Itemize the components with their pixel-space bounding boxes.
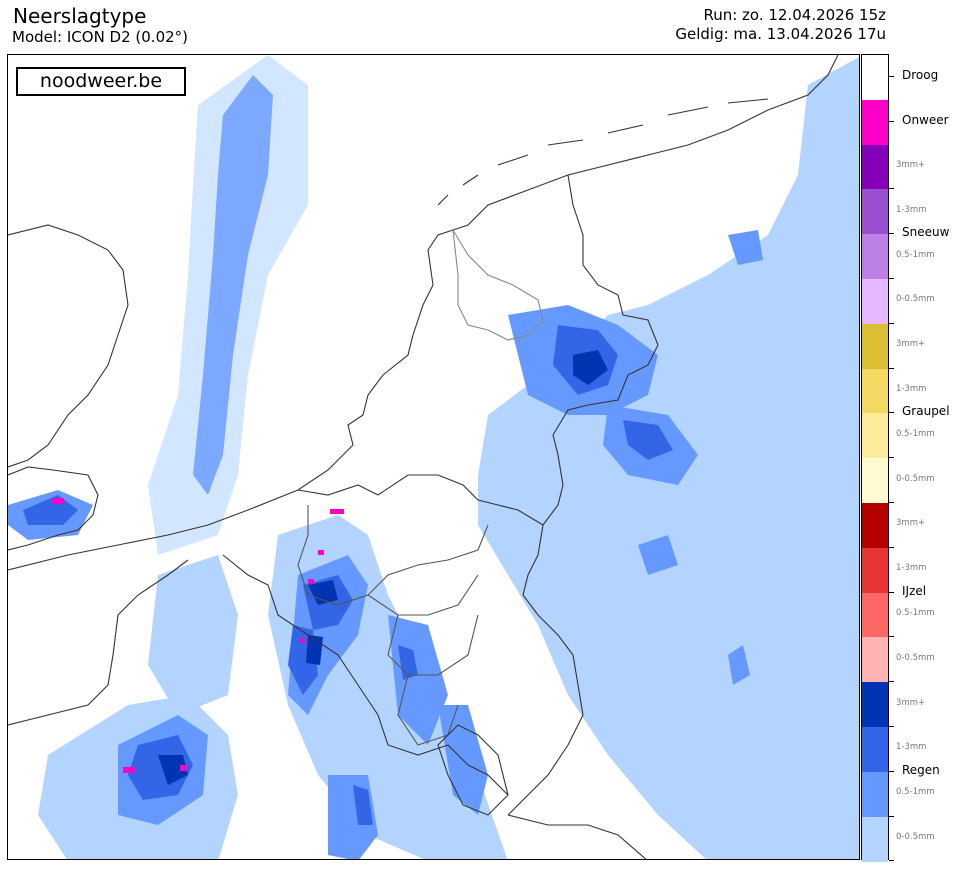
thunder-cell [180, 765, 187, 771]
be-fr-border [222, 554, 509, 796]
chart-title: Neerslagtype [13, 4, 147, 28]
thunder-cell [52, 498, 64, 504]
precipitation-map: noodweer.be [7, 54, 860, 860]
legend-sublabel: 0.5-1mm [896, 787, 935, 798]
brand-logo: noodweer.be [16, 67, 186, 96]
legend-tick [889, 76, 894, 78]
map-canvas [8, 55, 859, 859]
legend-tick [889, 681, 894, 683]
england-coastline [8, 224, 129, 468]
model-label: Model: ICON D2 (0.02°) [12, 28, 189, 46]
legend-sublabel: 3mm+ [896, 697, 926, 708]
legend-swatch-regen [862, 816, 888, 862]
legend-swatch-ijzel [862, 547, 888, 594]
legend-sublabel: 0-0.5mm [896, 294, 935, 305]
legend-swatch-regen [862, 682, 888, 728]
legend-sublabel: 0.5-1mm [896, 608, 935, 618]
legend-swatch-graupel [862, 413, 888, 459]
legend-swatch-graupel [862, 323, 888, 370]
legend-tick [889, 233, 894, 235]
legend-sublabel: 3mm+ [896, 160, 926, 170]
legend-tick [889, 546, 894, 548]
legend-sublabel: 1-3mm [896, 563, 927, 574]
be-de-border [507, 524, 584, 816]
nl-de-border [542, 174, 659, 526]
legend-swatch-regen [862, 771, 888, 818]
legend-swatch-droog [862, 55, 888, 101]
legend-tick [889, 815, 894, 817]
legend-tick [889, 412, 894, 414]
legend-sublabel: 3mm+ [896, 339, 926, 350]
legend-sublabel: 0-0.5mm [896, 652, 935, 663]
legend-swatch-sneeuw [862, 144, 888, 190]
legend-sublabel: 0-0.5mm [896, 832, 935, 842]
legend-tick [889, 367, 894, 369]
legend-tick [889, 502, 894, 503]
legend-sublabel: 0.5-1mm [896, 249, 935, 260]
luxembourg-border [437, 724, 509, 816]
continental-coastline [8, 55, 839, 571]
legend-tick [889, 726, 894, 727]
thunder-cell [308, 579, 314, 584]
legend-swatch-sneeuw [862, 279, 888, 325]
legend-sublabel: 3mm+ [896, 518, 926, 529]
legend-category-droog: Droog [902, 68, 939, 83]
legend-tick [889, 188, 894, 190]
thunder-cell [318, 550, 324, 555]
legend-tick [889, 121, 894, 123]
valid-time: Geldig: ma. 13.04.2026 17u [675, 25, 886, 43]
wadden-islands [437, 98, 769, 206]
legend-swatch-sneeuw [862, 234, 888, 280]
legend-swatch-graupel [862, 458, 888, 504]
legend-tick [889, 457, 894, 459]
legend-sublabel: 0-0.5mm [896, 473, 935, 484]
legend-sublabel: 0.5-1mm [896, 428, 935, 439]
legend-tick [889, 591, 894, 593]
legend-tick [889, 278, 894, 279]
thunder-cell [123, 767, 135, 773]
legend-swatch-ijzel [862, 592, 888, 638]
rain-field-france-north [148, 555, 238, 715]
legend-swatch-regen [862, 727, 888, 773]
legend-sublabel: 1-3mm [896, 742, 927, 753]
thunder-cell [330, 509, 344, 514]
legend-swatch-sneeuw [862, 189, 888, 235]
run-time: Run: zo. 12.04.2026 15z [703, 6, 886, 24]
legend-tick [889, 860, 894, 862]
england-southeast-coast [8, 466, 99, 551]
legend-tick [889, 770, 894, 772]
legend-swatch-graupel [862, 368, 888, 414]
legend-sublabel: 1-3mm [896, 384, 927, 394]
legend-category-graupel: Graupel [902, 404, 950, 419]
legend-tick [889, 636, 894, 638]
legend-category-regen: Regen [902, 762, 940, 777]
ijsselmeer-shore [452, 229, 544, 341]
rain-band-northsea [193, 75, 273, 495]
thunder-cell [300, 638, 305, 643]
legend-swatch-onweer [862, 99, 888, 146]
legend-category-ijzel: IJzel [902, 583, 927, 598]
legend-tick [889, 322, 894, 324]
france-coast-south [8, 559, 189, 726]
legend-colorbar [861, 54, 889, 862]
nl-be-border [297, 474, 544, 526]
legend-swatch-ijzel [862, 637, 888, 683]
de-fr-border [507, 814, 647, 859]
legend-sublabel: 1-3mm [896, 204, 927, 215]
borders-layer [8, 55, 839, 859]
legend-category-sneeuw: Sneeuw [902, 225, 950, 240]
legend-swatch-ijzel [862, 503, 888, 549]
be-province-lines [297, 505, 489, 746]
legend-category-onweer: Onweer [902, 113, 949, 128]
